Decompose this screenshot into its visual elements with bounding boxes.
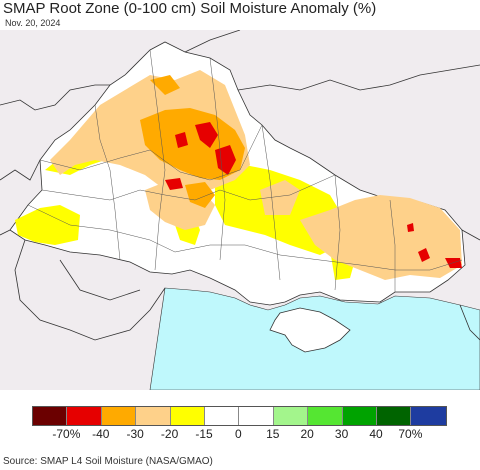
legend-tick-label: 70% <box>398 427 423 441</box>
legend-tick-label: -30 <box>126 427 144 441</box>
legend-swatch <box>33 407 68 425</box>
legend-tick-label: 40 <box>369 427 383 441</box>
source-note: Source: SMAP L4 Soil Moisture (NASA/GMAO… <box>3 456 213 467</box>
legend-swatch <box>67 407 102 425</box>
legend-tick-label: -20 <box>160 427 179 441</box>
legend-ticks: -70% -40 -30 -20 -15 0 15 20 30 40 70% <box>32 427 452 441</box>
legend-tick-label: 30 <box>334 427 349 441</box>
legend-color-bar <box>32 406 447 426</box>
legend-swatch <box>273 407 309 425</box>
legend-tick-label: 15 <box>266 427 280 441</box>
legend-tick-label: -70% <box>52 427 81 441</box>
legend-swatch <box>376 407 412 425</box>
legend-swatch <box>204 407 240 425</box>
legend-swatch <box>239 407 274 425</box>
red-anomaly-zones <box>165 122 462 268</box>
legend-swatch <box>101 407 137 425</box>
legend-swatch <box>342 407 377 425</box>
map-title: SMAP Root Zone (0-100 cm) Soil Moisture … <box>3 0 377 17</box>
legend-tick-label: -15 <box>195 427 213 441</box>
legend-swatch <box>308 407 343 425</box>
legend-swatch <box>411 407 446 425</box>
legend-tick-label: -40 <box>92 427 110 441</box>
legend-swatch <box>136 407 171 425</box>
legend-tick-label: 20 <box>300 427 314 441</box>
soil-moisture-map <box>0 30 480 390</box>
map-date: Nov. 20, 2024 <box>5 18 61 28</box>
country-borders <box>0 30 480 341</box>
legend-tick-label: 0 <box>235 427 242 441</box>
legend-swatch <box>170 407 205 425</box>
oblast-borders <box>27 49 463 292</box>
crimea <box>269 307 351 353</box>
